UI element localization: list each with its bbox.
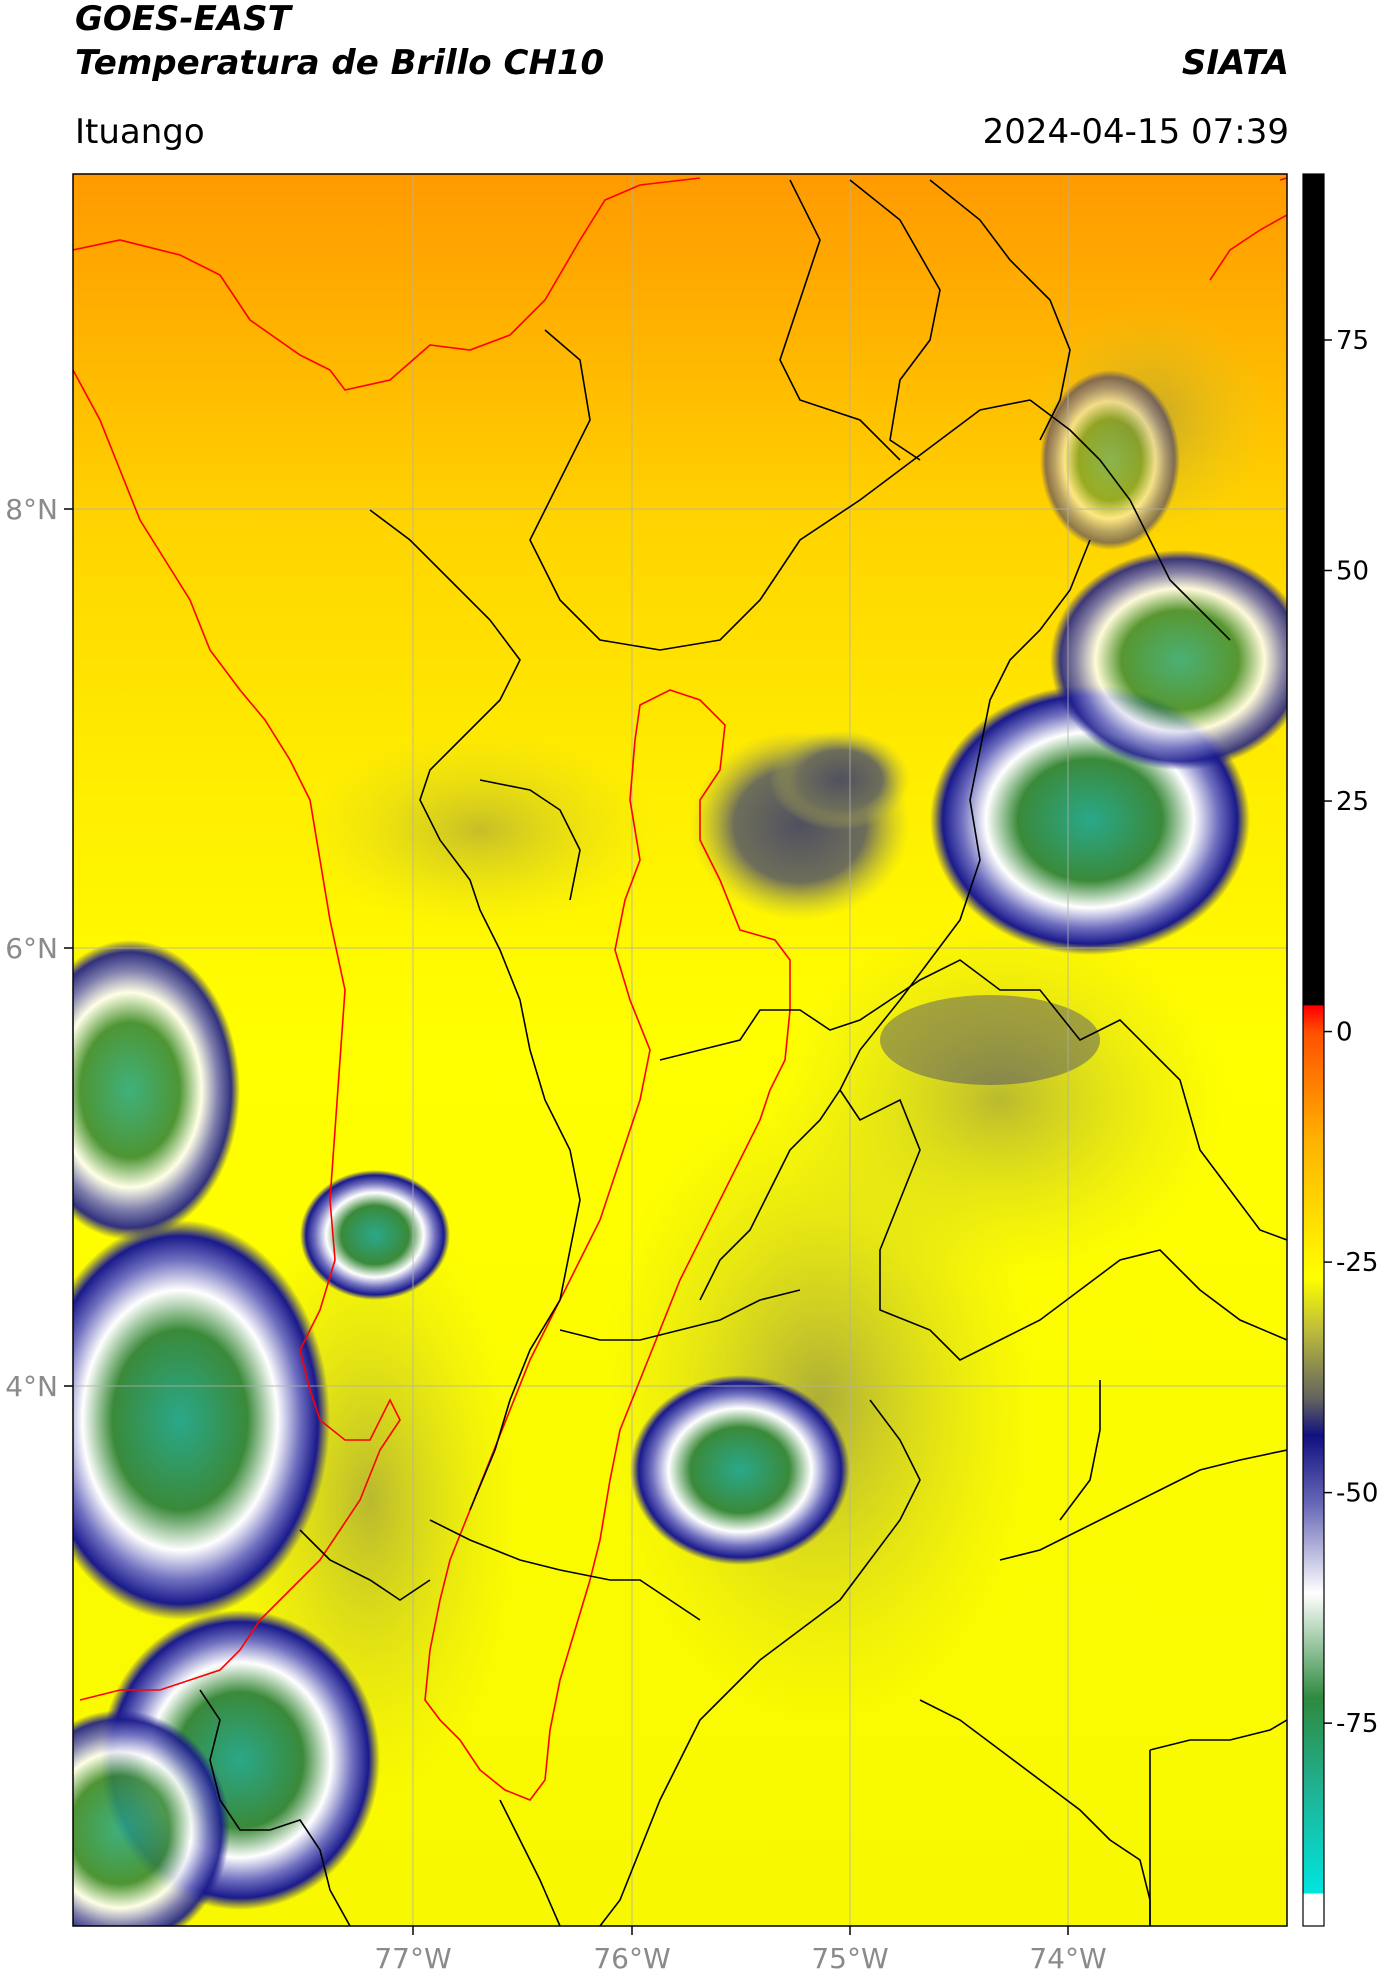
colorbar-tick-label: -25	[1336, 1248, 1378, 1278]
latitude-axis: 8°N 6°N 4°N	[5, 493, 73, 1403]
lon-tick-77w: 77°W	[374, 1942, 451, 1975]
lon-tick-75w: 75°W	[811, 1942, 888, 1975]
colorbar-tick-label: 75	[1336, 326, 1369, 356]
storm-cell-central	[630, 1375, 850, 1565]
colorbar: 75 50 25 0 -25 -50 -75	[1302, 173, 1378, 1927]
location-label: Ituango	[75, 112, 205, 152]
plot-frame	[72, 173, 1288, 1927]
admin-boundaries	[199, 179, 1287, 1926]
storm-cell-west	[73, 1220, 330, 1620]
colorbar-tick-label: -50	[1336, 1479, 1378, 1509]
department-boundary	[424, 689, 791, 1801]
colorbar-tick-label: -75	[1336, 1709, 1378, 1739]
lat-tick-8n: 8°N	[5, 493, 58, 526]
lat-tick-4n: 4°N	[5, 1370, 58, 1403]
colorbar-tick-label: 25	[1336, 787, 1369, 817]
graticule	[73, 174, 1287, 1926]
longitude-axis: 77°W 76°W 75°W 74°W	[374, 1926, 1107, 1975]
organization-label: SIATA	[1181, 43, 1289, 83]
colorbar-tick-label: 0	[1336, 1018, 1353, 1048]
satellite-image	[73, 174, 1287, 1926]
datetime-label: 2024-04-15 07:39	[982, 112, 1289, 152]
coastline	[73, 177, 1287, 1701]
storm-cell-coast	[300, 1170, 450, 1300]
map-title-satellite: GOES-EAST	[75, 0, 291, 39]
lon-tick-76w: 76°W	[593, 1942, 670, 1975]
lon-tick-74w: 74°W	[1029, 1942, 1106, 1975]
map-title-product: Temperatura de Brillo CH10	[75, 43, 605, 83]
colorbar-gradient	[1302, 173, 1325, 1927]
lat-tick-6n: 6°N	[5, 932, 58, 965]
colorbar-tick-label: 50	[1336, 557, 1369, 587]
